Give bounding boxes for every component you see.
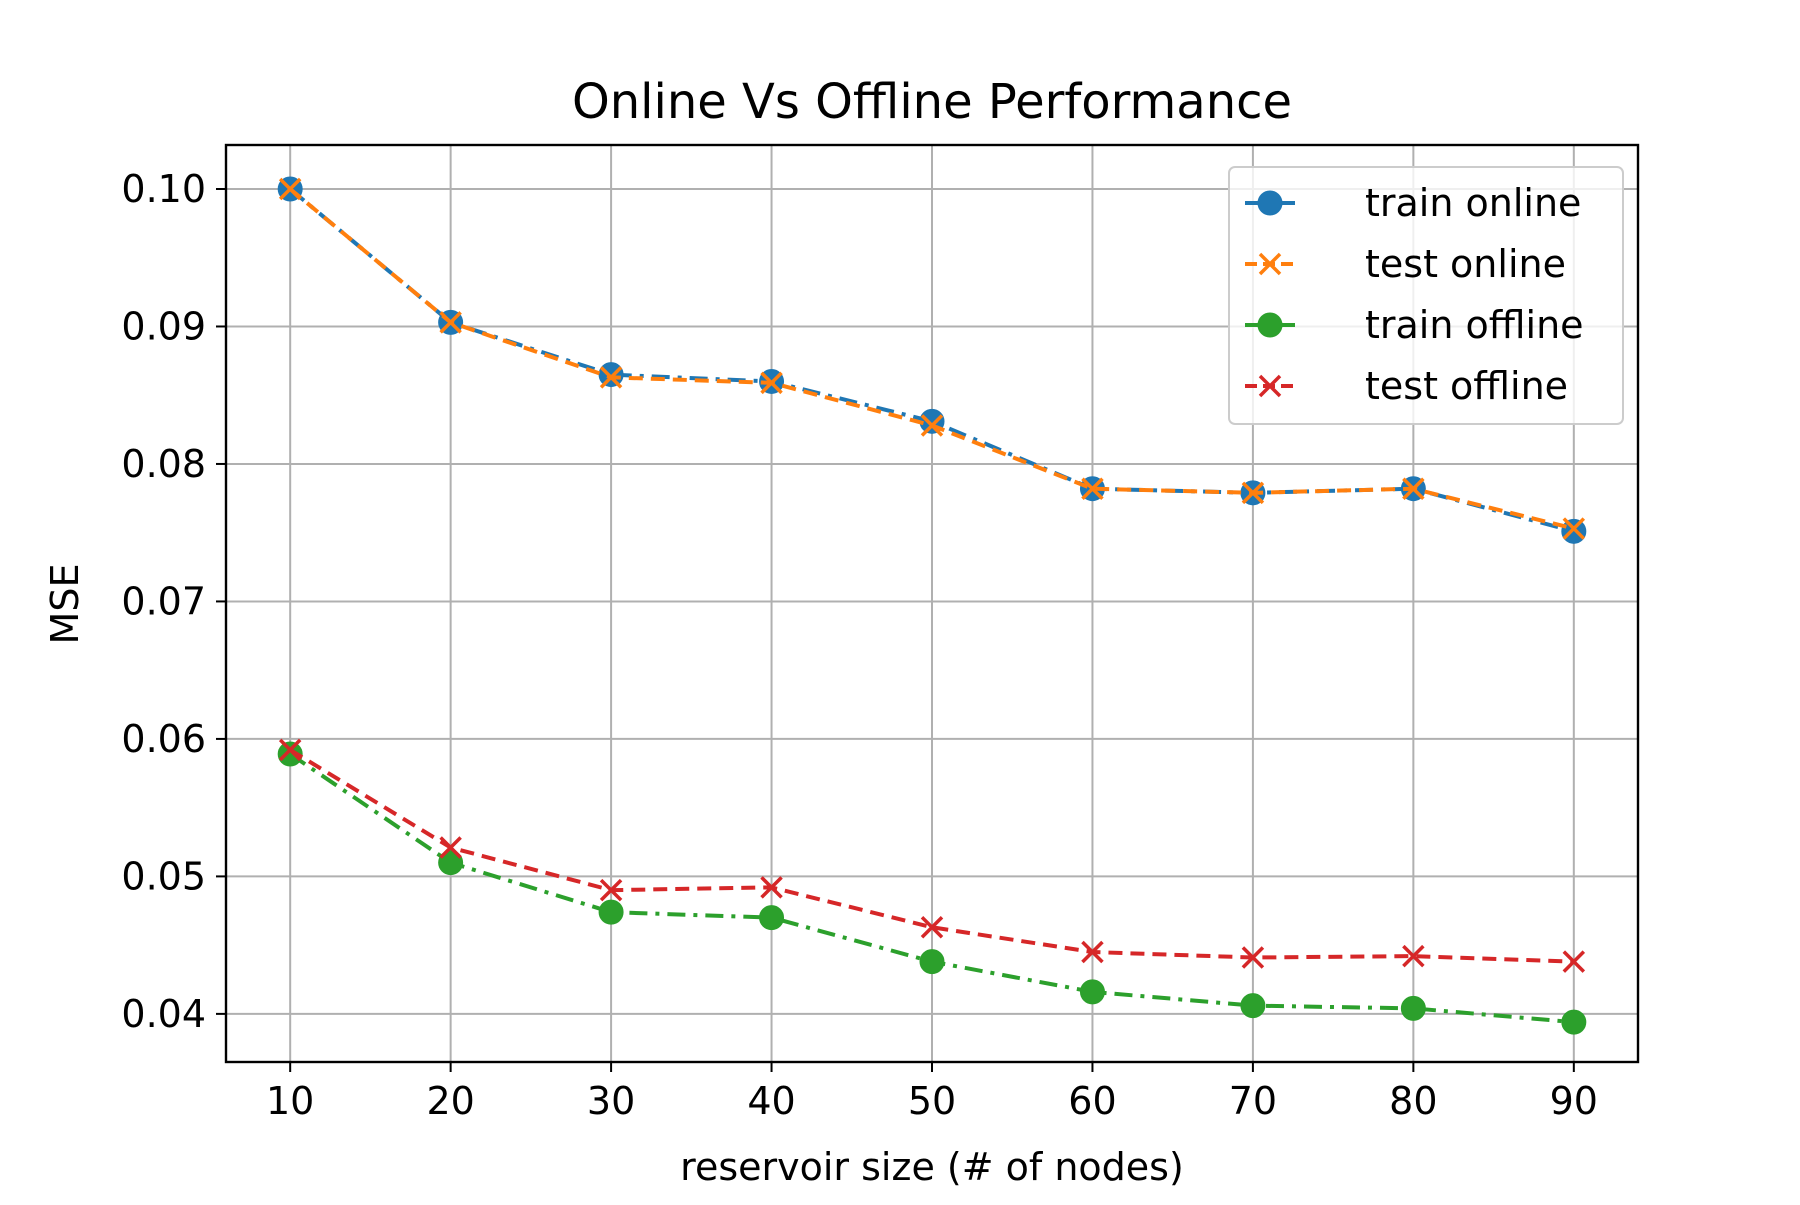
data-point-train-offline [438, 850, 464, 876]
data-point-train-offline [759, 905, 785, 931]
data-point-test-online [278, 177, 302, 201]
data-point-test-offline [1562, 950, 1586, 973]
x-axis-label: reservoir size (# of nodes) [680, 1145, 1184, 1189]
legend-box [1228, 166, 1624, 425]
data-point-train-offline [598, 899, 624, 925]
data-point-test-online [1081, 477, 1104, 500]
x-tick-label: 70 [1229, 1079, 1277, 1123]
legend-label: test offline [1365, 364, 1568, 408]
data-point-train-offline [277, 741, 303, 767]
series-layer [277, 176, 1587, 1035]
data-point-test-online [920, 414, 944, 437]
data-point-test-online [760, 371, 783, 395]
grid [226, 145, 1638, 1062]
x-tick-label: 40 [747, 1079, 795, 1123]
series-test-online [278, 177, 1586, 540]
series-line-test-offline [289, 748, 1574, 964]
y-tick-label: 0.07 [121, 579, 206, 623]
y-tick-label: 0.09 [121, 304, 206, 348]
legend-item-train-online: train online [1245, 181, 1581, 225]
legend-item-test-online: test online [1245, 242, 1566, 286]
legend-swatch-marker [1258, 374, 1282, 398]
y-tick-label: 0.04 [121, 992, 206, 1036]
data-point-train-offline [1561, 1009, 1587, 1035]
series-train-offline [277, 741, 1587, 1035]
series-test-offline [278, 738, 1586, 973]
y-tick-label: 0.06 [121, 717, 206, 761]
data-point-test-offline [278, 738, 302, 762]
chart-title: Online Vs Offline Performance [572, 74, 1292, 130]
y-tick-label: 0.05 [121, 854, 206, 898]
x-tick-label: 10 [266, 1079, 314, 1123]
x-tick-label: 30 [587, 1079, 635, 1123]
legend-label: test online [1365, 242, 1566, 286]
legend-label: train offline [1365, 303, 1584, 347]
data-point-test-offline [1241, 946, 1265, 969]
legend-label: train online [1365, 181, 1581, 225]
data-point-test-offline [1081, 940, 1104, 964]
x-tick-label: 20 [426, 1079, 474, 1123]
legend-item-train-offline: train offline [1245, 303, 1584, 347]
y-tick-label: 0.10 [121, 167, 206, 211]
data-point-test-offline [439, 836, 462, 859]
data-point-test-offline [599, 878, 623, 902]
data-point-test-online [1562, 517, 1586, 540]
data-point-test-online [599, 366, 623, 389]
data-point-train-offline [919, 949, 945, 975]
x-tick-label: 80 [1389, 1079, 1437, 1123]
data-point-test-offline [760, 876, 783, 899]
data-point-train-offline [1079, 979, 1105, 1005]
legend-swatch-marker [1258, 252, 1282, 276]
y-axis-label: MSE [43, 564, 87, 645]
y-tick-label: 0.08 [121, 442, 206, 486]
legend: train online test online train offline test… [1228, 166, 1624, 425]
data-point-test-offline [920, 916, 944, 939]
data-point-train-online [1561, 518, 1587, 544]
data-point-test-online [439, 311, 462, 334]
data-point-test-online [1241, 481, 1265, 505]
ticks: 10 20 30 40 50 60 70 80 90 0.04 0.05 0.06 0.07 0.08 0.… [121, 167, 1598, 1123]
x-tick-label: 90 [1550, 1079, 1598, 1123]
data-point-train-offline [1400, 995, 1426, 1021]
data-point-train-offline [1240, 993, 1266, 1019]
data-point-test-offline [1402, 944, 1425, 968]
legend-item-test-offline: test offline [1245, 364, 1568, 408]
data-point-test-online [1402, 477, 1425, 500]
data-point-train-online [598, 362, 624, 388]
legend-swatch-marker [1257, 312, 1283, 338]
legend-swatch-marker [1257, 190, 1283, 216]
x-tick-label: 60 [1068, 1079, 1116, 1123]
x-tick-label: 50 [908, 1079, 956, 1123]
